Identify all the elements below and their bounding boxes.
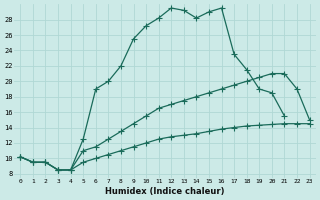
X-axis label: Humidex (Indice chaleur): Humidex (Indice chaleur): [105, 187, 225, 196]
